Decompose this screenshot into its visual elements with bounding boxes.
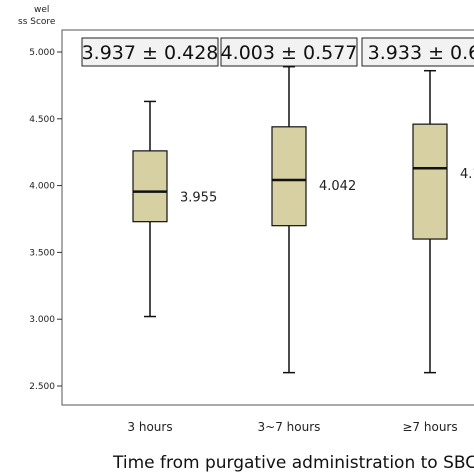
iqr-box bbox=[132, 150, 168, 223]
y-axis-title-line: ss Score bbox=[18, 17, 56, 27]
x-axis-categories: 3 hours 3~7 hours ≥7 hours bbox=[127, 420, 457, 434]
boxes: 3.955 4.042 4.1 bbox=[132, 65, 474, 374]
median-label: 4.042 bbox=[319, 179, 356, 194]
y-axis-title: wel ss Score bbox=[18, 5, 56, 27]
x-axis-title: Time from purgative administration to SB… bbox=[112, 453, 474, 473]
box-group: 3.955 bbox=[132, 100, 217, 318]
mean-sd-box bbox=[361, 37, 474, 67]
y-tick-label: 5.000 bbox=[29, 48, 55, 58]
box-group: 4.042 bbox=[271, 65, 356, 374]
y-tick-label: 3.500 bbox=[29, 248, 55, 258]
y-tick-label: 4.500 bbox=[29, 115, 55, 125]
median-label: 4.1 bbox=[460, 167, 474, 182]
y-tick-label: 2.500 bbox=[29, 382, 55, 392]
box-group: 4.1 bbox=[412, 69, 474, 374]
median-label: 3.955 bbox=[180, 191, 217, 206]
iqr-box bbox=[412, 123, 448, 240]
y-tick-label: 3.000 bbox=[29, 315, 55, 325]
mean-sd-label: 3.937 ± 0.428 bbox=[82, 42, 219, 64]
y-axis-title-line: wel bbox=[34, 5, 49, 15]
x-category-label: 3~7 hours bbox=[258, 420, 321, 434]
plot-frame bbox=[61, 29, 474, 406]
x-category-label: 3 hours bbox=[127, 420, 172, 434]
iqr-box bbox=[271, 126, 307, 227]
mean-sd-box bbox=[220, 37, 358, 67]
x-category-label: ≥7 hours bbox=[402, 420, 457, 434]
mean-sd-box bbox=[81, 37, 219, 67]
y-axis-ticks: 2.500 3.000 3.500 4.000 4.500 5.000 bbox=[29, 48, 62, 392]
y-tick-label: 4.000 bbox=[29, 182, 55, 192]
mean-sd-label: 4.003 ± 0.577 bbox=[221, 42, 358, 64]
mean-sd-label: 3.933 ± 0.64 bbox=[368, 42, 474, 64]
